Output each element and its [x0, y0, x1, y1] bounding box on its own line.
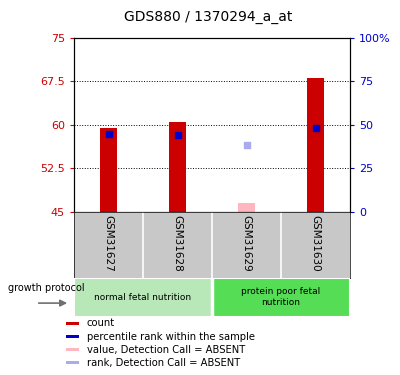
- Bar: [212, 278, 350, 317]
- Text: GSM31628: GSM31628: [172, 215, 182, 272]
- Text: GSM31630: GSM31630: [310, 215, 320, 272]
- Bar: [238, 203, 255, 212]
- Point: [174, 132, 181, 138]
- Text: GDS880 / 1370294_a_at: GDS880 / 1370294_a_at: [124, 10, 292, 24]
- Bar: [66, 322, 79, 325]
- Text: GSM31627: GSM31627: [104, 215, 114, 272]
- Bar: [66, 348, 79, 351]
- Text: normal fetal nutrition: normal fetal nutrition: [94, 292, 192, 302]
- Point: [105, 131, 112, 137]
- Bar: [66, 335, 79, 338]
- Text: growth protocol: growth protocol: [8, 284, 85, 293]
- Bar: [169, 122, 186, 212]
- Point: [312, 124, 319, 130]
- Bar: [307, 78, 324, 212]
- Point: [243, 142, 250, 148]
- Text: percentile rank within the sample: percentile rank within the sample: [86, 332, 254, 342]
- Text: protein poor fetal
nutrition: protein poor fetal nutrition: [241, 288, 321, 307]
- Text: value, Detection Call = ABSENT: value, Detection Call = ABSENT: [86, 345, 245, 355]
- Text: rank, Detection Call = ABSENT: rank, Detection Call = ABSENT: [86, 358, 240, 368]
- Text: count: count: [86, 318, 115, 328]
- Bar: [66, 361, 79, 364]
- Text: GSM31629: GSM31629: [242, 215, 252, 272]
- Bar: [74, 278, 212, 317]
- Bar: [100, 128, 117, 212]
